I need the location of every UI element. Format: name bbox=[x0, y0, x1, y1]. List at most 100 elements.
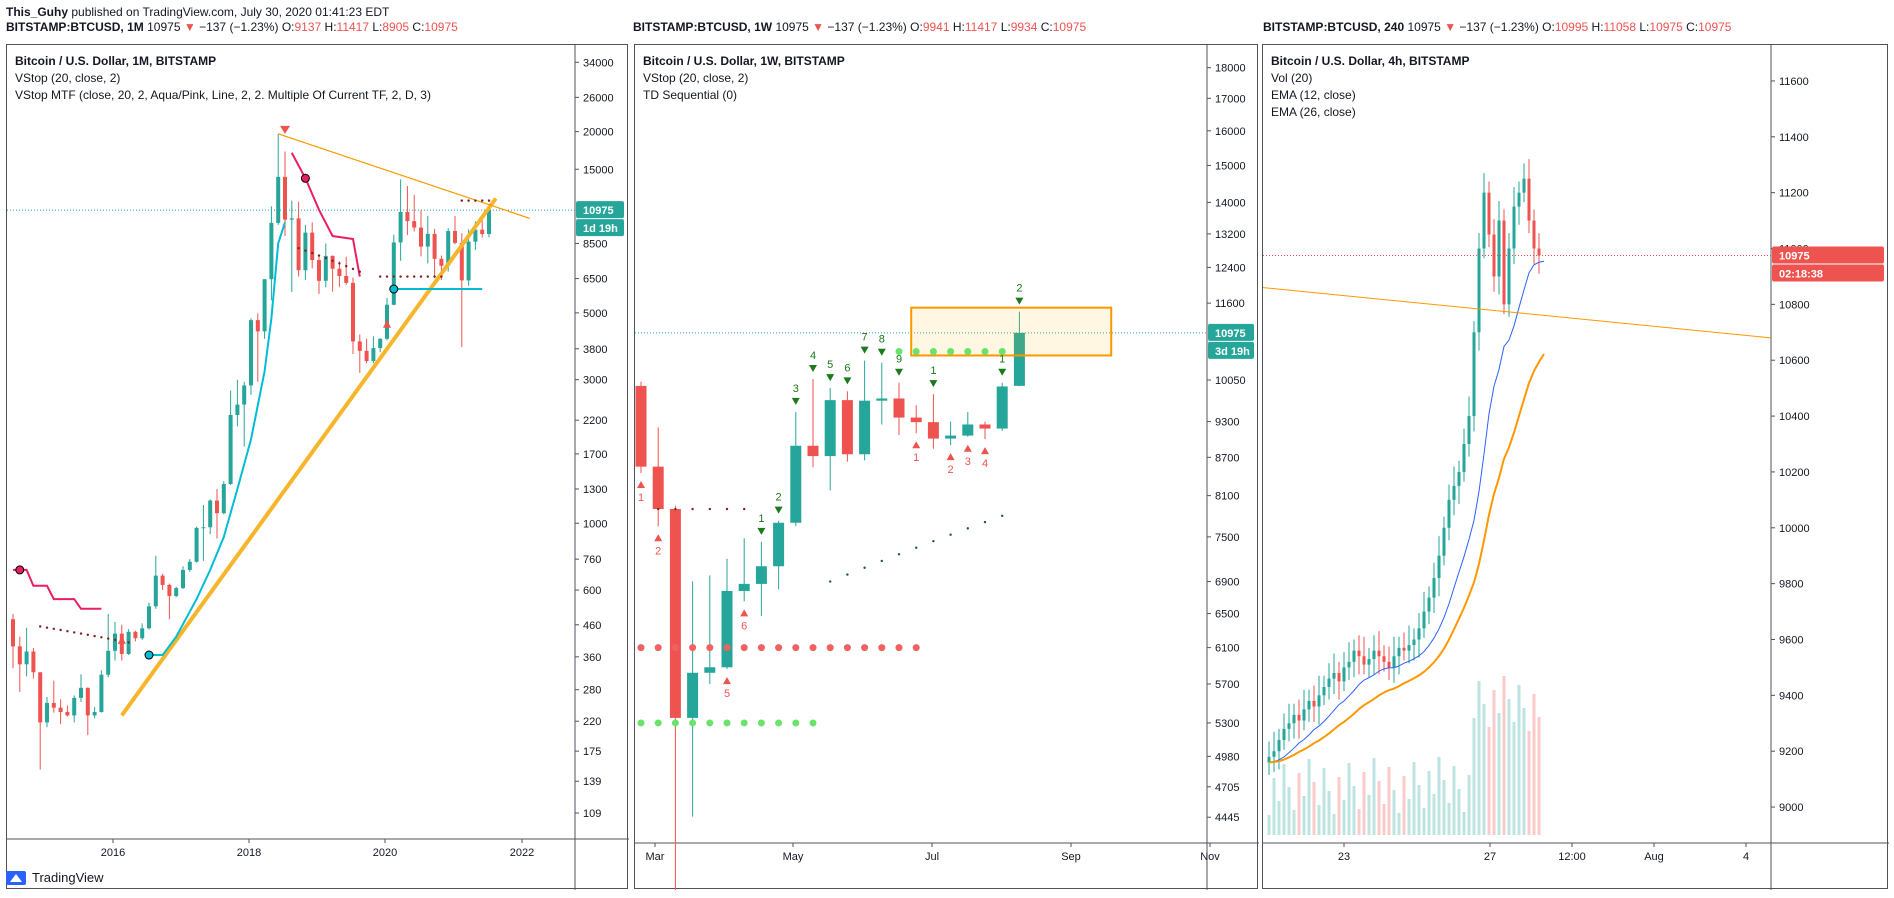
weekly-chart-svg[interactable]: 4445470549805300570061006500690075008100… bbox=[635, 45, 1259, 890]
countdown-tag bbox=[1208, 341, 1254, 359]
candle-body bbox=[45, 702, 49, 723]
candle-body bbox=[1472, 332, 1476, 417]
volume-bar bbox=[1397, 813, 1401, 835]
y-tick-label: 11600 bbox=[1215, 298, 1245, 310]
td-setup-triangle bbox=[895, 368, 903, 376]
td-setup-count: 1 bbox=[999, 354, 1005, 366]
candle-body bbox=[1282, 728, 1286, 741]
publish-info: published on TradingView.com, July 30, 2… bbox=[68, 5, 390, 19]
candle-body bbox=[1382, 656, 1386, 662]
td-setup-triangle bbox=[774, 506, 783, 514]
x-tick-label: 23 bbox=[1338, 851, 1350, 863]
candle-body bbox=[1267, 756, 1271, 763]
indicator-ema-26[interactable]: EMA (26, close) bbox=[1271, 105, 1356, 119]
candle-body bbox=[1507, 248, 1511, 305]
volume-bar bbox=[1332, 814, 1336, 835]
candle-body bbox=[1332, 673, 1336, 679]
y-tick-label: 1700 bbox=[583, 449, 607, 461]
y-tick-label: 18000 bbox=[1215, 63, 1246, 75]
volume-bar bbox=[1372, 758, 1376, 835]
vstop-green-dot bbox=[706, 719, 714, 727]
vstop-green-dot bbox=[654, 719, 662, 727]
x-tick-label: 2018 bbox=[237, 847, 261, 859]
chart-panel-4h[interactable]: 9000 9200 9400 9600 9800 10000 10200 10400 10600… bbox=[1262, 44, 1889, 890]
vstop-dot bbox=[338, 262, 341, 265]
vstop-mtf-pink-line bbox=[290, 152, 361, 277]
candle-body bbox=[113, 633, 117, 651]
y-tick-label: 20000 bbox=[583, 127, 614, 139]
y-tick-label: 4705 bbox=[1215, 782, 1239, 794]
candle-body bbox=[160, 575, 165, 585]
td-setup-count: 1 bbox=[758, 513, 764, 525]
candle-body bbox=[1397, 647, 1401, 657]
candle-body bbox=[859, 400, 871, 455]
y-tick-label: 11200 bbox=[1779, 188, 1809, 200]
td-setup-triangle bbox=[826, 374, 835, 382]
td-setup-count: 5 bbox=[724, 688, 730, 700]
4h-chart-svg[interactable]: 9000 9200 9400 9600 9800 10000 10200 10400 10600… bbox=[1263, 45, 1889, 890]
vstop-dot bbox=[846, 573, 849, 576]
y-tick-label: 6100 bbox=[1215, 643, 1239, 655]
indicator-vstop[interactable]: VStop (20, close, 2) bbox=[15, 71, 121, 85]
volume-bar bbox=[1312, 782, 1316, 835]
candle-body bbox=[405, 211, 410, 222]
candle-body bbox=[79, 687, 83, 698]
candle-body bbox=[635, 385, 647, 467]
td-setup-triangle bbox=[654, 534, 663, 542]
volume-bar bbox=[1492, 690, 1496, 835]
vstop-red-dot bbox=[912, 644, 920, 652]
y-tick-label: 10800 bbox=[1779, 299, 1810, 311]
vstop-red-dot bbox=[809, 644, 817, 652]
vstop-dot bbox=[304, 249, 307, 252]
vstop-dot bbox=[674, 507, 677, 511]
ema-12-line bbox=[1268, 260, 1545, 763]
low-value: 10975 bbox=[1649, 20, 1683, 34]
candle-body bbox=[1487, 192, 1491, 235]
monthly-chart-svg[interactable]: 109 139 175 220 280 360 460 600 760 1000 1300 1700 2… bbox=[7, 45, 629, 890]
volume-bar bbox=[1507, 699, 1511, 835]
y-tick-label: 8700 bbox=[1215, 452, 1239, 464]
indicator-volume[interactable]: Vol (20) bbox=[1271, 71, 1313, 85]
candle-body bbox=[323, 255, 328, 281]
vstop-dot bbox=[467, 199, 470, 202]
chart-panel-weekly[interactable]: 4445 4705 4980 5300 5700 6100 6500 6900 7500 8100… bbox=[634, 44, 1259, 890]
vstop-dot bbox=[413, 275, 416, 278]
candle-body bbox=[480, 229, 485, 235]
candle-body bbox=[181, 569, 185, 589]
vstop-green-dot bbox=[792, 719, 800, 727]
candle-body bbox=[201, 527, 206, 529]
y-tick-label: 14000 bbox=[1215, 197, 1246, 209]
close-value: 10975 bbox=[1052, 20, 1087, 34]
author-name[interactable]: This_Guhy bbox=[6, 5, 69, 19]
td-setup-triangle bbox=[963, 444, 972, 452]
candle-body bbox=[310, 232, 315, 261]
indicator-ema-12[interactable]: EMA (12, close) bbox=[1271, 88, 1356, 102]
candle-body bbox=[1522, 178, 1526, 193]
trendline bbox=[1263, 287, 1772, 339]
td-setup-count: 3 bbox=[793, 383, 799, 395]
td-setup-triangle bbox=[860, 346, 869, 354]
volume-bar bbox=[1412, 762, 1416, 835]
td-setup-count: 1 bbox=[930, 365, 936, 377]
y-tick-label: 460 bbox=[583, 620, 601, 632]
candle-body bbox=[687, 672, 699, 718]
vstop-dot bbox=[932, 539, 935, 543]
indicator-vstop[interactable]: VStop (20, close, 2) bbox=[643, 71, 749, 85]
candle-body bbox=[276, 176, 281, 223]
td-setup-count: 8 bbox=[879, 334, 885, 346]
tradingview-logo-icon bbox=[6, 870, 26, 885]
chart-panel-monthly[interactable]: 109 139 175 220 280 360 460 600 760 1000 1300 1700 2… bbox=[6, 44, 629, 890]
td-setup-triangle bbox=[791, 397, 800, 405]
indicator-td-sequential[interactable]: TD Sequential (0) bbox=[643, 88, 738, 102]
y-tick-label: 9400 bbox=[1779, 690, 1803, 702]
countdown-label: 1d 19h bbox=[583, 223, 618, 235]
volume-bar bbox=[1447, 803, 1451, 835]
vstop-mtf-pink-line bbox=[13, 568, 102, 610]
candle-body bbox=[979, 424, 991, 429]
indicator-vstop-mtf[interactable]: VStop MTF (close, 20, 2, Aqua/Pink, Line… bbox=[15, 88, 431, 102]
td-setup-count: 6 bbox=[741, 620, 747, 632]
candle-body bbox=[1447, 499, 1451, 528]
x-tick-label: 2022 bbox=[510, 847, 534, 859]
ema-26-line bbox=[1268, 353, 1545, 764]
brand-name[interactable]: TradingView bbox=[32, 870, 104, 885]
